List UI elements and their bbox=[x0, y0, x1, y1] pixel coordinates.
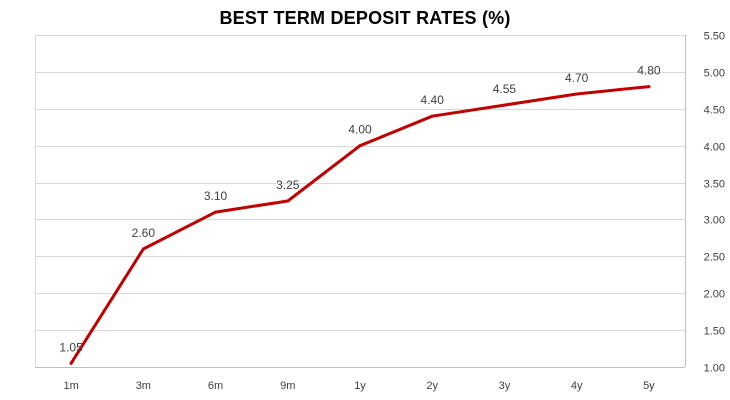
series bbox=[69, 85, 651, 365]
data-label: 4.70 bbox=[565, 71, 589, 85]
x-tick-label: 3m bbox=[136, 380, 151, 392]
y-tick-label: 5.00 bbox=[704, 68, 725, 80]
chart-title: BEST TERM DEPOSIT RATES (%) bbox=[219, 8, 511, 28]
data-point bbox=[575, 92, 579, 96]
x-tick-label: 9m bbox=[280, 380, 295, 392]
x-tick-label: 4y bbox=[571, 380, 583, 392]
y-tick-label: 4.50 bbox=[704, 105, 725, 117]
data-label: 4.55 bbox=[493, 82, 517, 96]
data-point bbox=[286, 199, 290, 203]
data-point bbox=[141, 247, 145, 251]
y-axis: 1.00 1.50 2.00 2.50 3.00 3.50 4.00 4.50 5.00 5.50 bbox=[685, 31, 725, 375]
x-axis: 1m 3m 6m 9m 1y 2y 3y 4y 5y bbox=[35, 367, 685, 392]
gridlines bbox=[35, 35, 685, 367]
data-labels: 1.05 2.60 3.10 3.25 4.00 4.40 4.55 4.70 4.80 bbox=[59, 64, 660, 355]
data-label: 3.25 bbox=[276, 178, 300, 192]
data-point bbox=[430, 114, 434, 118]
data-label: 1.05 bbox=[59, 340, 83, 354]
data-label: 4.80 bbox=[637, 64, 661, 78]
data-point bbox=[647, 85, 651, 89]
data-label: 3.10 bbox=[204, 189, 228, 203]
x-tick-label: 3y bbox=[499, 380, 511, 392]
y-tick-label: 2.50 bbox=[704, 252, 725, 264]
y-tick-label: 3.00 bbox=[704, 215, 725, 227]
x-tick-label: 6m bbox=[208, 380, 223, 392]
data-point bbox=[502, 103, 506, 107]
data-point bbox=[214, 210, 218, 214]
x-tick-label: 1m bbox=[63, 380, 78, 392]
y-tick-label: 5.50 bbox=[704, 31, 725, 43]
y-tick-label: 1.50 bbox=[704, 326, 725, 338]
y-tick-label: 1.00 bbox=[704, 363, 725, 375]
x-tick-label: 1y bbox=[354, 380, 366, 392]
x-tick-label: 2y bbox=[426, 380, 438, 392]
data-label: 2.60 bbox=[132, 226, 156, 240]
data-label: 4.40 bbox=[421, 93, 445, 107]
x-tick-label: 5y bbox=[643, 380, 655, 392]
y-tick-label: 2.00 bbox=[704, 289, 725, 301]
data-point bbox=[69, 361, 73, 365]
data-label: 4.00 bbox=[348, 123, 372, 137]
y-tick-label: 3.50 bbox=[704, 179, 725, 191]
y-tick-label: 4.00 bbox=[704, 142, 725, 154]
data-point bbox=[358, 144, 362, 148]
